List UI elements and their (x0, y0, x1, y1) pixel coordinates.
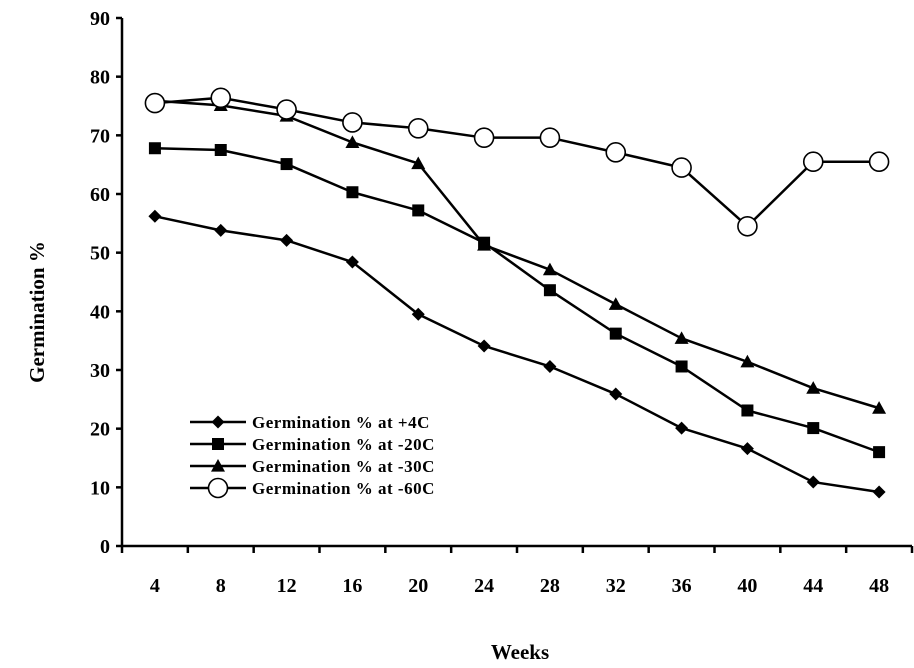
legend-item: Germination % at -60C (190, 477, 435, 499)
series-triangle (147, 93, 887, 414)
y-tick-label: 80 (90, 67, 110, 89)
data-point (737, 215, 758, 237)
legend: Germination % at +4C Germination % at -20… (190, 413, 435, 499)
x-tick-label: 44 (803, 575, 823, 597)
y-tick-label: 50 (90, 243, 110, 265)
series-line (154, 215, 880, 494)
x-tick-label: 24 (474, 575, 494, 597)
data-point (345, 135, 360, 148)
data-point (740, 354, 755, 368)
x-tick-label: 40 (737, 575, 757, 597)
data-point (675, 360, 688, 373)
x-tick-label: 48 (869, 575, 889, 597)
y-tick-label: 0 (100, 536, 110, 558)
data-point (609, 387, 623, 401)
data-point (342, 112, 363, 133)
data-point (539, 127, 561, 148)
data-point (345, 255, 359, 269)
y-tick-label: 70 (90, 125, 110, 147)
data-point (868, 151, 890, 173)
x-tick-label: 4 (150, 575, 160, 597)
data-point (605, 142, 627, 163)
data-point (741, 404, 754, 417)
data-point (214, 144, 227, 156)
x-tick-label: 8 (216, 575, 226, 597)
data-point (411, 307, 425, 321)
data-point (148, 142, 161, 155)
data-point (477, 339, 491, 353)
data-point (609, 327, 622, 340)
data-point (407, 117, 429, 139)
y-tick-label: 90 (90, 8, 110, 30)
legend-label: Germination % at +4C (252, 413, 430, 432)
data-point (542, 262, 557, 276)
legend-item: Germination % at -30C (190, 457, 435, 476)
data-point (210, 87, 232, 109)
series-line (154, 146, 880, 454)
legend-marker (212, 438, 224, 450)
y-axis-title: Germination % (25, 241, 49, 383)
data-point (148, 209, 162, 223)
data-point (872, 485, 886, 499)
data-point (411, 156, 426, 170)
data-point (477, 238, 492, 251)
data-point (543, 359, 557, 373)
x-tick-label: 20 (408, 575, 428, 597)
y-tick-label: 30 (90, 360, 110, 382)
data-point (543, 284, 556, 297)
x-tick-label: 16 (342, 575, 362, 597)
data-point (608, 297, 623, 310)
x-tick-label: 12 (277, 575, 297, 597)
series-open-circle (144, 87, 890, 237)
data-point (214, 223, 228, 237)
legend-marker (207, 477, 229, 499)
data-point (674, 331, 689, 344)
data-point (806, 381, 821, 394)
data-point (740, 442, 754, 456)
data-point (675, 421, 689, 435)
series-layer (144, 87, 890, 499)
data-point (276, 99, 297, 120)
legend-label: Germination % at -60C (252, 479, 435, 498)
data-point (671, 157, 692, 178)
data-point (473, 127, 495, 148)
data-point (807, 422, 820, 435)
data-point (872, 401, 887, 414)
data-point (806, 475, 820, 489)
y-tick-label: 60 (90, 184, 110, 206)
data-point (144, 92, 166, 114)
x-tick-label: 28 (540, 575, 560, 597)
data-point (280, 158, 293, 171)
x-tick-label: 36 (672, 575, 692, 597)
legend-item: Germination % at -20C (190, 435, 435, 454)
y-tick-label: 40 (90, 301, 110, 323)
series-line (154, 99, 880, 410)
y-tick-label: 20 (90, 419, 110, 441)
x-tick-label: 32 (606, 575, 626, 597)
legend-marker (211, 459, 225, 472)
data-point (412, 204, 425, 217)
y-tick-label: 10 (90, 477, 110, 499)
legend-item: Germination % at +4C (190, 413, 430, 432)
series-square (148, 142, 886, 459)
legend-label: Germination % at -30C (252, 457, 435, 476)
series-diamond (148, 209, 886, 499)
data-point (280, 233, 294, 247)
legend-marker (211, 415, 225, 429)
data-point (873, 446, 886, 459)
data-point (802, 151, 824, 173)
x-axis-title: Weeks (491, 640, 549, 664)
data-point (346, 186, 359, 199)
legend-label: Germination % at -20C (252, 435, 435, 454)
series-line (154, 96, 880, 228)
